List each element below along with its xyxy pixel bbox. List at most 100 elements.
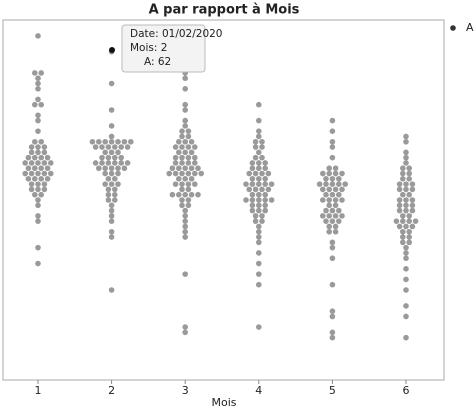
point bbox=[329, 191, 336, 198]
point bbox=[329, 281, 336, 288]
point bbox=[102, 170, 108, 177]
point bbox=[44, 176, 51, 182]
point bbox=[409, 223, 416, 230]
point bbox=[112, 154, 118, 161]
point bbox=[339, 197, 345, 203]
point bbox=[268, 181, 275, 187]
point bbox=[179, 160, 185, 166]
point bbox=[332, 197, 339, 203]
point bbox=[403, 244, 409, 251]
point bbox=[108, 218, 115, 224]
point bbox=[99, 144, 105, 150]
x-axis-label: Mois bbox=[211, 396, 236, 409]
point bbox=[188, 165, 195, 172]
point bbox=[124, 144, 131, 150]
point bbox=[35, 186, 41, 193]
point bbox=[339, 213, 345, 219]
point bbox=[252, 186, 259, 193]
point bbox=[323, 176, 329, 182]
point bbox=[249, 207, 256, 214]
point bbox=[412, 218, 419, 224]
point bbox=[38, 70, 44, 76]
point bbox=[108, 181, 115, 187]
point bbox=[22, 170, 29, 177]
point bbox=[326, 186, 333, 193]
point bbox=[332, 213, 339, 219]
point bbox=[406, 239, 413, 246]
point bbox=[259, 144, 265, 150]
point bbox=[172, 181, 179, 187]
point bbox=[182, 234, 188, 240]
point bbox=[35, 213, 41, 219]
point bbox=[396, 181, 403, 187]
point bbox=[28, 170, 35, 177]
point bbox=[329, 244, 336, 251]
point bbox=[35, 33, 41, 39]
point bbox=[249, 176, 256, 182]
point bbox=[332, 186, 339, 193]
point bbox=[96, 138, 102, 145]
point bbox=[396, 186, 403, 193]
point bbox=[28, 181, 35, 187]
point bbox=[38, 154, 44, 161]
point bbox=[102, 149, 108, 156]
point bbox=[342, 181, 349, 187]
point bbox=[25, 165, 32, 172]
point bbox=[323, 207, 329, 214]
point bbox=[32, 165, 38, 172]
point bbox=[182, 228, 188, 235]
point bbox=[403, 266, 409, 272]
point bbox=[44, 154, 51, 161]
point bbox=[35, 80, 41, 87]
point bbox=[41, 160, 48, 166]
point bbox=[336, 181, 342, 187]
point bbox=[403, 303, 409, 309]
point bbox=[332, 202, 339, 209]
point bbox=[329, 176, 336, 182]
point bbox=[172, 160, 179, 166]
point bbox=[336, 176, 342, 182]
point bbox=[179, 133, 185, 140]
tooltip-line: A: 62 bbox=[144, 56, 171, 68]
point bbox=[182, 101, 188, 108]
point bbox=[195, 191, 201, 198]
point bbox=[403, 334, 409, 341]
point bbox=[182, 218, 188, 224]
point bbox=[35, 202, 41, 209]
point bbox=[255, 228, 262, 235]
point bbox=[32, 138, 38, 145]
point bbox=[406, 218, 413, 224]
point bbox=[255, 197, 262, 203]
point bbox=[329, 218, 336, 224]
point bbox=[185, 170, 192, 177]
point bbox=[198, 170, 204, 177]
point bbox=[35, 197, 41, 203]
point bbox=[262, 160, 269, 166]
point bbox=[172, 144, 179, 150]
point bbox=[192, 154, 198, 161]
point bbox=[188, 191, 195, 198]
point bbox=[262, 202, 269, 209]
point bbox=[255, 149, 262, 156]
point bbox=[32, 70, 38, 76]
point bbox=[182, 324, 188, 330]
point bbox=[329, 239, 336, 246]
point bbox=[32, 191, 38, 198]
point bbox=[35, 128, 41, 134]
point bbox=[403, 197, 409, 203]
point bbox=[255, 165, 262, 172]
point bbox=[38, 101, 44, 108]
point bbox=[118, 160, 124, 166]
point bbox=[35, 170, 41, 177]
point bbox=[252, 144, 259, 150]
point bbox=[268, 197, 275, 203]
point bbox=[255, 260, 262, 267]
point bbox=[332, 165, 339, 172]
point bbox=[102, 165, 108, 172]
point bbox=[108, 234, 115, 240]
point bbox=[329, 313, 336, 320]
point bbox=[185, 202, 192, 209]
point bbox=[35, 86, 41, 92]
point bbox=[22, 160, 29, 166]
